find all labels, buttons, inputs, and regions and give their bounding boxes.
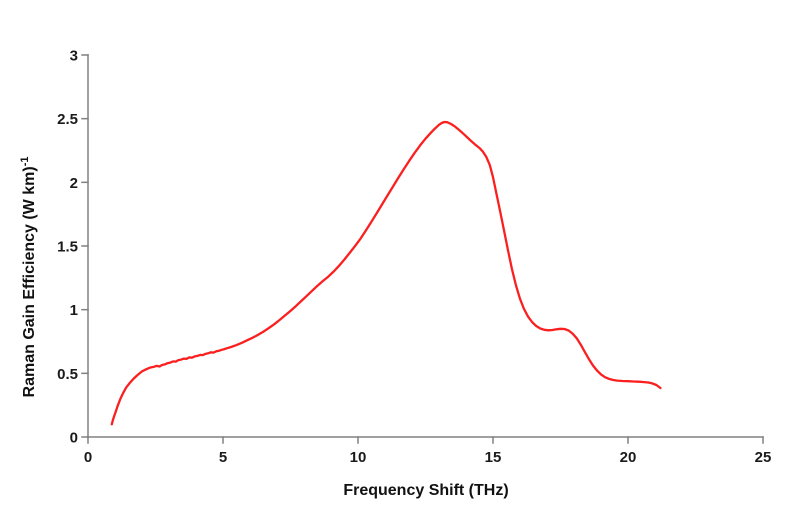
x-tick-label: 15 — [485, 449, 502, 466]
y-tick-label: 2 — [70, 175, 78, 192]
tick-marks — [81, 54, 764, 444]
x-tick-label: 0 — [84, 449, 92, 466]
tick-labels: 0 5 10 15 20 25 0 0.5 1 1.5 2 2.5 3 — [57, 48, 771, 467]
axes — [87, 54, 764, 438]
y-tick-label: 1.5 — [57, 239, 78, 256]
data-series — [110, 120, 662, 426]
x-tick-label: 10 — [350, 449, 367, 466]
x-tick-label: 5 — [219, 449, 227, 466]
y-axis-title-text: Raman Gain Efficiency (W km) — [21, 166, 39, 398]
raman-gain-curve — [110, 120, 662, 426]
y-tick-label: 2.5 — [57, 111, 78, 128]
y-tick-label: 1 — [70, 302, 78, 319]
y-axis-title: Raman Gain Efficiency (W km)-1 — [19, 157, 39, 398]
y-tick-label: 0.5 — [57, 366, 78, 383]
x-tick-label: 20 — [620, 449, 637, 466]
y-tick-label: 0 — [70, 430, 78, 447]
x-axis-title: Frequency Shift (THz) — [343, 482, 509, 499]
x-tick-label: 25 — [755, 449, 772, 466]
y-axis-title-superscript: -1 — [18, 156, 31, 167]
y-tick-label: 3 — [70, 48, 78, 65]
